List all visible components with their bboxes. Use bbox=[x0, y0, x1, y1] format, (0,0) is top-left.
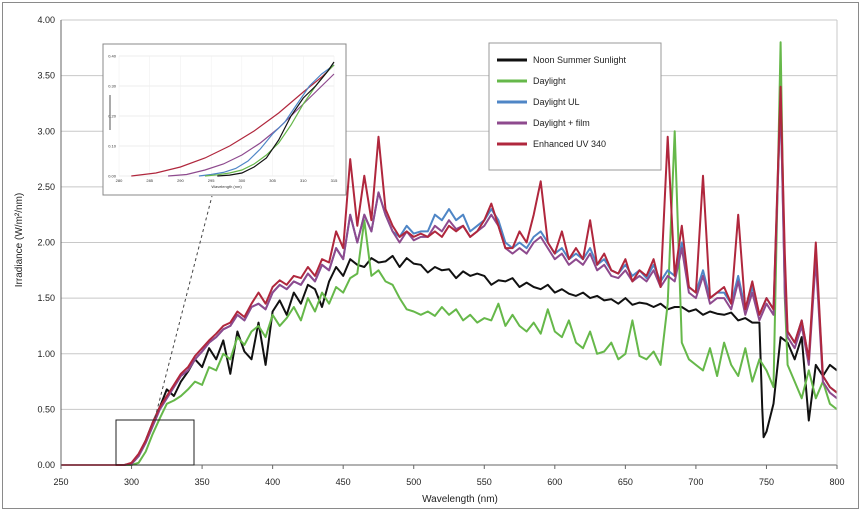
y-tick-label: 1.00 bbox=[37, 349, 55, 359]
y-tick-label: 1.50 bbox=[37, 293, 55, 303]
x-tick-label: 300 bbox=[124, 477, 139, 487]
inset-x-tick: 300 bbox=[239, 178, 246, 183]
legend-label: Daylight bbox=[533, 76, 566, 86]
x-tick-label: 750 bbox=[759, 477, 774, 487]
inset-x-tick: 290 bbox=[177, 178, 184, 183]
x-tick-label: 250 bbox=[53, 477, 68, 487]
y-tick-label: 0.00 bbox=[37, 460, 55, 470]
inset-x-tick: 295 bbox=[208, 178, 215, 183]
legend-label: Daylight + film bbox=[533, 118, 590, 128]
inset-y-tick: 0.20 bbox=[108, 114, 117, 119]
x-tick-label: 400 bbox=[265, 477, 280, 487]
y-tick-label: 3.00 bbox=[37, 126, 55, 136]
x-tick-label: 600 bbox=[547, 477, 562, 487]
y-axis-label: Irradiance (W/m²/nm) bbox=[14, 193, 25, 287]
y-tick-label: 2.00 bbox=[37, 238, 55, 248]
x-tick-label: 650 bbox=[618, 477, 633, 487]
y-tick-label: 0.50 bbox=[37, 404, 55, 414]
y-tick-label: 2.50 bbox=[37, 182, 55, 192]
x-tick-labels: 250 300 350 400 450 500 550 600 650 700 750 800 bbox=[53, 477, 844, 487]
inset-y-tick: 0.40 bbox=[108, 54, 117, 59]
x-tick-label: 800 bbox=[829, 477, 844, 487]
x-tick-label: 350 bbox=[195, 477, 210, 487]
y-tick-label: 4.00 bbox=[37, 15, 55, 25]
legend-label: Daylight UL bbox=[533, 97, 580, 107]
y-tick-label: 3.50 bbox=[37, 71, 55, 81]
inset-x-tick: 280 bbox=[116, 178, 123, 183]
inset-x-tick: 285 bbox=[146, 178, 153, 183]
legend: Noon Summer Sunlight Daylight Daylight UL D… bbox=[489, 43, 661, 170]
x-axis-label: Wavelength (nm) bbox=[422, 494, 498, 505]
x-tick-label: 550 bbox=[477, 477, 492, 487]
inset-x-tick: 310 bbox=[300, 178, 307, 183]
legend-label: Enhanced UV 340 bbox=[533, 139, 606, 149]
legend-label: Noon Summer Sunlight bbox=[533, 55, 627, 65]
inset-x-tick: 315 bbox=[331, 178, 338, 183]
y-tick-labels: 0.00 0.50 1.00 1.50 2.00 2.50 3.00 3.50 4.00 bbox=[37, 15, 55, 470]
x-tick-label: 500 bbox=[406, 477, 421, 487]
x-tick-label: 700 bbox=[688, 477, 703, 487]
inset-y-tick: 0.10 bbox=[108, 144, 117, 149]
inset-y-tick: 0.30 bbox=[108, 84, 117, 89]
zoom-connector bbox=[155, 196, 212, 418]
inset-x-label: Wavelength (nm) bbox=[211, 184, 242, 189]
x-tick-label: 450 bbox=[336, 477, 351, 487]
inset-x-tick: 305 bbox=[269, 178, 276, 183]
